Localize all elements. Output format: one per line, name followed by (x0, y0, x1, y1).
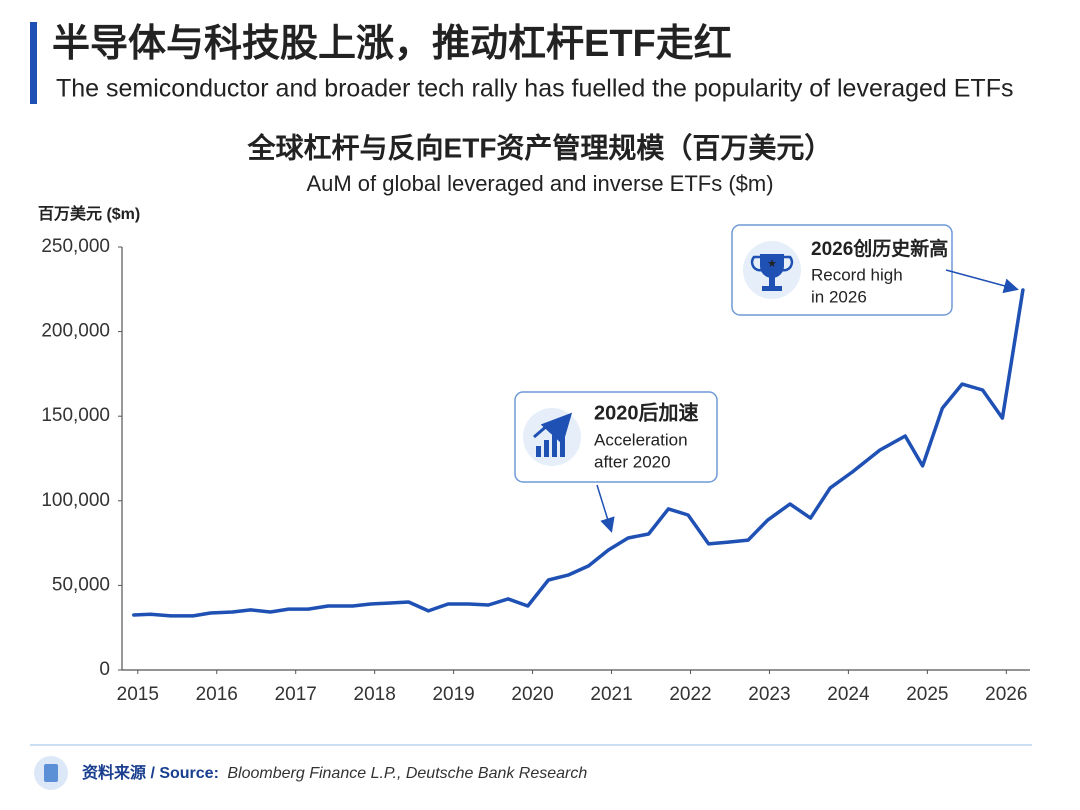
source: 资料来源 / Source: Bloomberg Finance L.P., D… (82, 763, 587, 782)
x-tick-label: 2018 (354, 684, 396, 705)
annotation-title: 2026创历史新高 (811, 237, 948, 260)
x-tick-label: 2019 (432, 684, 474, 705)
page-subtitle: The semiconductor and broader tech rally… (56, 75, 1013, 103)
chart-title: 全球杠杆与反向ETF资产管理规模（百万美元） (247, 131, 833, 163)
x-tick-label: 2015 (117, 684, 159, 705)
annotation-text: Record high (811, 265, 903, 284)
y-tick-label: 250,000 (41, 236, 110, 257)
x-tick-label: 2020 (511, 684, 553, 705)
source-label: 资料来源 / Source: (82, 763, 219, 782)
x-tick-label: 2025 (906, 684, 948, 705)
chart-subtitle: AuM of global leveraged and inverse ETFs… (306, 171, 773, 196)
annotation-text: after 2020 (594, 452, 671, 471)
y-tick-label: 200,000 (41, 321, 110, 342)
x-tick-label: 2022 (669, 684, 711, 705)
annotation-title: 2020后加速 (594, 401, 699, 424)
x-tick-label: 2016 (196, 684, 238, 705)
x-tick-label: 2026 (985, 684, 1027, 705)
source-text: Bloomberg Finance L.P., Deutsche Bank Re… (227, 765, 587, 782)
line-series (132, 288, 1025, 618)
title-bar (30, 22, 37, 104)
annotation: 2020后加速 Acceleration after 2020 (514, 391, 718, 533)
annotation-text: Acceleration (594, 430, 688, 449)
y-tick-label: 0 (99, 659, 110, 680)
page-title: 半导体与科技股上涨，推动杠杆ETF走红 (52, 23, 732, 65)
x-tick-label: 2023 (748, 684, 790, 705)
y-axis-label: 百万美元 ($m) (38, 204, 140, 223)
annotation: ★ 2026创历史新高 Record high in 2026 (731, 224, 1019, 316)
y-tick-label: 50,000 (52, 574, 110, 595)
source-icon (44, 764, 58, 782)
y-tick-label: 150,000 (41, 405, 110, 426)
x-tick-label: 2024 (827, 684, 870, 705)
x-tick-label: 2021 (590, 684, 632, 705)
svg-text:★: ★ (767, 258, 777, 270)
x-tick-label: 2017 (275, 684, 317, 705)
annotation-text: in 2026 (811, 287, 867, 306)
y-tick-label: 100,000 (41, 490, 110, 511)
